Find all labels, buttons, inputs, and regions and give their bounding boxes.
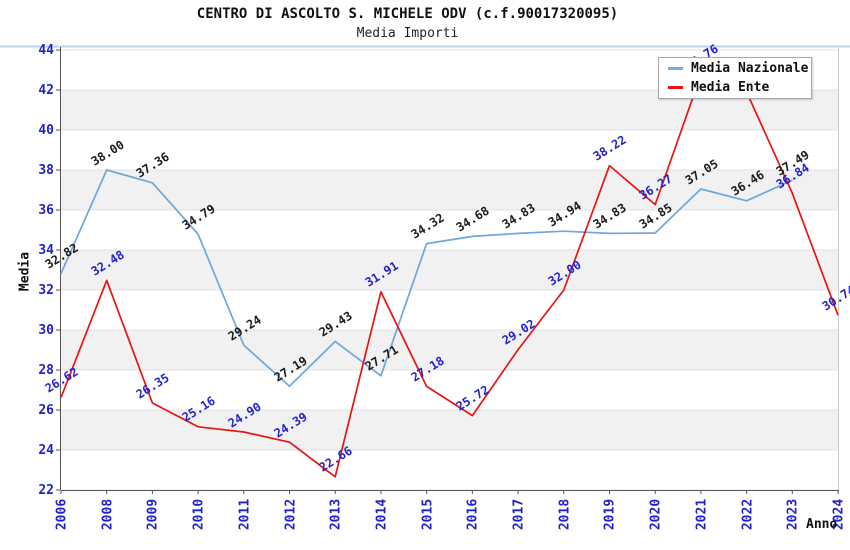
legend-label-nazionale: Media Nazionale xyxy=(691,61,809,76)
chart-subtitle: Media Importi xyxy=(356,26,459,41)
nazionale-line xyxy=(60,169,793,388)
plot-band xyxy=(60,130,839,170)
ente-line-swatch-icon xyxy=(668,86,683,89)
title-block: CENTRO DI ASCOLTO S. MICHELE ODV (c.f.90… xyxy=(0,6,815,41)
legend-item-nazionale: Media Nazionale xyxy=(668,61,811,76)
chart-title: CENTRO DI ASCOLTO S. MICHELE ODV (c.f.90… xyxy=(196,6,619,22)
y-axis-title: Media xyxy=(17,251,33,292)
x-axis-title: Anno xyxy=(806,517,838,532)
plot-band xyxy=(60,250,839,290)
plot-band xyxy=(60,170,839,210)
plot-band xyxy=(60,450,839,490)
plot-band xyxy=(60,410,839,450)
plot-band xyxy=(60,370,839,410)
nazionale-line-swatch-icon xyxy=(668,67,683,70)
plot-band xyxy=(60,210,839,250)
plot-band xyxy=(60,290,839,330)
legend-box: Media Nazionale Media Ente xyxy=(658,57,812,99)
legend-item-ente: Media Ente xyxy=(668,80,811,95)
legend-label-ente: Media Ente xyxy=(691,80,770,95)
plot-band xyxy=(60,330,839,370)
